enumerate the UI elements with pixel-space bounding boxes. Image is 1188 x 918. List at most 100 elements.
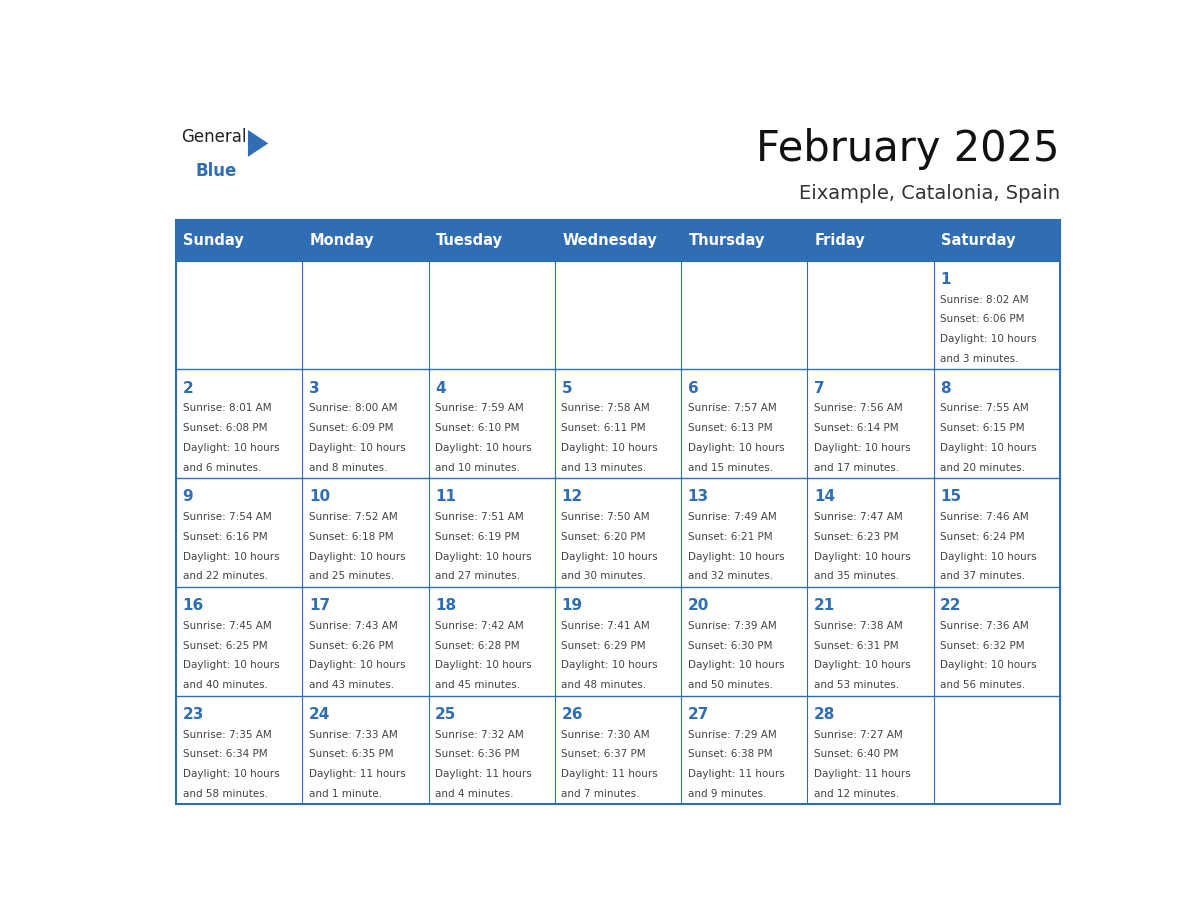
Text: Sunrise: 7:58 AM: Sunrise: 7:58 AM bbox=[562, 403, 650, 413]
Text: Sunrise: 7:46 AM: Sunrise: 7:46 AM bbox=[940, 512, 1029, 522]
Text: Sunrise: 7:36 AM: Sunrise: 7:36 AM bbox=[940, 621, 1029, 631]
Text: Daylight: 10 hours: Daylight: 10 hours bbox=[814, 660, 910, 670]
Bar bbox=[176, 219, 1060, 261]
Text: Daylight: 11 hours: Daylight: 11 hours bbox=[562, 769, 658, 779]
Text: General: General bbox=[181, 128, 246, 146]
Text: Daylight: 10 hours: Daylight: 10 hours bbox=[814, 443, 910, 453]
Text: and 3 minutes.: and 3 minutes. bbox=[940, 354, 1018, 364]
Text: 19: 19 bbox=[562, 599, 582, 613]
Text: 12: 12 bbox=[562, 489, 582, 505]
Polygon shape bbox=[248, 130, 268, 157]
Text: and 9 minutes.: and 9 minutes. bbox=[688, 789, 766, 799]
Text: Sunset: 6:11 PM: Sunset: 6:11 PM bbox=[562, 423, 646, 433]
Text: Blue: Blue bbox=[196, 162, 236, 180]
Text: 4: 4 bbox=[435, 381, 446, 396]
Text: and 20 minutes.: and 20 minutes. bbox=[940, 463, 1025, 473]
Text: Sunset: 6:34 PM: Sunset: 6:34 PM bbox=[183, 749, 267, 759]
Text: Sunrise: 8:02 AM: Sunrise: 8:02 AM bbox=[940, 295, 1029, 305]
Text: Daylight: 10 hours: Daylight: 10 hours bbox=[309, 552, 405, 562]
Text: Sunset: 6:20 PM: Sunset: 6:20 PM bbox=[562, 532, 646, 542]
Text: February 2025: February 2025 bbox=[757, 128, 1060, 170]
Text: Daylight: 10 hours: Daylight: 10 hours bbox=[309, 660, 405, 670]
Text: Daylight: 10 hours: Daylight: 10 hours bbox=[562, 443, 658, 453]
Text: Sunrise: 7:56 AM: Sunrise: 7:56 AM bbox=[814, 403, 903, 413]
Text: 11: 11 bbox=[435, 489, 456, 505]
Text: Sunrise: 7:38 AM: Sunrise: 7:38 AM bbox=[814, 621, 903, 631]
Text: and 12 minutes.: and 12 minutes. bbox=[814, 789, 899, 799]
Text: Daylight: 10 hours: Daylight: 10 hours bbox=[562, 660, 658, 670]
Text: and 4 minutes.: and 4 minutes. bbox=[435, 789, 513, 799]
Text: Saturday: Saturday bbox=[941, 233, 1016, 248]
Text: and 10 minutes.: and 10 minutes. bbox=[435, 463, 520, 473]
Text: Daylight: 10 hours: Daylight: 10 hours bbox=[435, 552, 532, 562]
Text: Daylight: 10 hours: Daylight: 10 hours bbox=[688, 660, 784, 670]
Text: Sunset: 6:21 PM: Sunset: 6:21 PM bbox=[688, 532, 772, 542]
Text: Sunrise: 7:32 AM: Sunrise: 7:32 AM bbox=[435, 730, 524, 740]
Text: Sunrise: 7:55 AM: Sunrise: 7:55 AM bbox=[940, 403, 1029, 413]
Text: 15: 15 bbox=[940, 489, 961, 505]
Text: Daylight: 10 hours: Daylight: 10 hours bbox=[940, 443, 1037, 453]
Text: Daylight: 10 hours: Daylight: 10 hours bbox=[435, 443, 532, 453]
Text: Sunrise: 7:35 AM: Sunrise: 7:35 AM bbox=[183, 730, 271, 740]
Text: Sunset: 6:14 PM: Sunset: 6:14 PM bbox=[814, 423, 898, 433]
Text: 23: 23 bbox=[183, 707, 204, 722]
Text: 13: 13 bbox=[688, 489, 709, 505]
Text: 17: 17 bbox=[309, 599, 330, 613]
Text: Sunrise: 7:42 AM: Sunrise: 7:42 AM bbox=[435, 621, 524, 631]
Text: and 13 minutes.: and 13 minutes. bbox=[562, 463, 646, 473]
Text: and 17 minutes.: and 17 minutes. bbox=[814, 463, 899, 473]
Text: Sunrise: 8:01 AM: Sunrise: 8:01 AM bbox=[183, 403, 271, 413]
Text: and 8 minutes.: and 8 minutes. bbox=[309, 463, 387, 473]
Text: and 58 minutes.: and 58 minutes. bbox=[183, 789, 267, 799]
Text: 22: 22 bbox=[940, 599, 961, 613]
Text: Sunrise: 8:00 AM: Sunrise: 8:00 AM bbox=[309, 403, 397, 413]
Text: Sunrise: 7:30 AM: Sunrise: 7:30 AM bbox=[562, 730, 650, 740]
Text: Daylight: 11 hours: Daylight: 11 hours bbox=[435, 769, 532, 779]
Text: Daylight: 10 hours: Daylight: 10 hours bbox=[814, 552, 910, 562]
Text: Daylight: 11 hours: Daylight: 11 hours bbox=[814, 769, 911, 779]
Text: Sunset: 6:36 PM: Sunset: 6:36 PM bbox=[435, 749, 519, 759]
Text: Monday: Monday bbox=[310, 233, 374, 248]
Text: Wednesday: Wednesday bbox=[562, 233, 657, 248]
Text: Sunrise: 7:51 AM: Sunrise: 7:51 AM bbox=[435, 512, 524, 522]
Text: 20: 20 bbox=[688, 599, 709, 613]
Text: and 56 minutes.: and 56 minutes. bbox=[940, 680, 1025, 690]
Text: Sunset: 6:32 PM: Sunset: 6:32 PM bbox=[940, 641, 1025, 651]
Text: Daylight: 10 hours: Daylight: 10 hours bbox=[309, 443, 405, 453]
Text: Sunset: 6:23 PM: Sunset: 6:23 PM bbox=[814, 532, 898, 542]
Text: 28: 28 bbox=[814, 707, 835, 722]
Text: Daylight: 10 hours: Daylight: 10 hours bbox=[940, 552, 1037, 562]
Text: 3: 3 bbox=[309, 381, 320, 396]
Text: Daylight: 10 hours: Daylight: 10 hours bbox=[183, 660, 279, 670]
Text: and 25 minutes.: and 25 minutes. bbox=[309, 572, 394, 581]
Text: Sunrise: 7:54 AM: Sunrise: 7:54 AM bbox=[183, 512, 271, 522]
Text: and 37 minutes.: and 37 minutes. bbox=[940, 572, 1025, 581]
Text: Sunset: 6:25 PM: Sunset: 6:25 PM bbox=[183, 641, 267, 651]
Text: and 27 minutes.: and 27 minutes. bbox=[435, 572, 520, 581]
Text: 26: 26 bbox=[562, 707, 583, 722]
Text: Sunrise: 7:49 AM: Sunrise: 7:49 AM bbox=[688, 512, 777, 522]
Text: Sunday: Sunday bbox=[183, 233, 245, 248]
Text: and 1 minute.: and 1 minute. bbox=[309, 789, 381, 799]
Text: Sunset: 6:28 PM: Sunset: 6:28 PM bbox=[435, 641, 519, 651]
Text: Sunrise: 7:41 AM: Sunrise: 7:41 AM bbox=[562, 621, 650, 631]
Text: Sunrise: 7:39 AM: Sunrise: 7:39 AM bbox=[688, 621, 777, 631]
Text: and 45 minutes.: and 45 minutes. bbox=[435, 680, 520, 690]
Text: Sunset: 6:06 PM: Sunset: 6:06 PM bbox=[940, 315, 1025, 324]
Text: 27: 27 bbox=[688, 707, 709, 722]
Text: Sunset: 6:31 PM: Sunset: 6:31 PM bbox=[814, 641, 898, 651]
Text: Sunrise: 7:57 AM: Sunrise: 7:57 AM bbox=[688, 403, 777, 413]
Text: 10: 10 bbox=[309, 489, 330, 505]
Text: 16: 16 bbox=[183, 599, 204, 613]
Text: and 6 minutes.: and 6 minutes. bbox=[183, 463, 261, 473]
Text: 14: 14 bbox=[814, 489, 835, 505]
Text: Sunset: 6:35 PM: Sunset: 6:35 PM bbox=[309, 749, 393, 759]
Text: Daylight: 11 hours: Daylight: 11 hours bbox=[309, 769, 405, 779]
Text: Sunset: 6:16 PM: Sunset: 6:16 PM bbox=[183, 532, 267, 542]
Text: Sunrise: 7:47 AM: Sunrise: 7:47 AM bbox=[814, 512, 903, 522]
Text: Sunset: 6:30 PM: Sunset: 6:30 PM bbox=[688, 641, 772, 651]
Text: Sunrise: 7:43 AM: Sunrise: 7:43 AM bbox=[309, 621, 398, 631]
Text: Daylight: 10 hours: Daylight: 10 hours bbox=[688, 552, 784, 562]
Text: Daylight: 11 hours: Daylight: 11 hours bbox=[688, 769, 784, 779]
Text: 1: 1 bbox=[940, 272, 950, 287]
